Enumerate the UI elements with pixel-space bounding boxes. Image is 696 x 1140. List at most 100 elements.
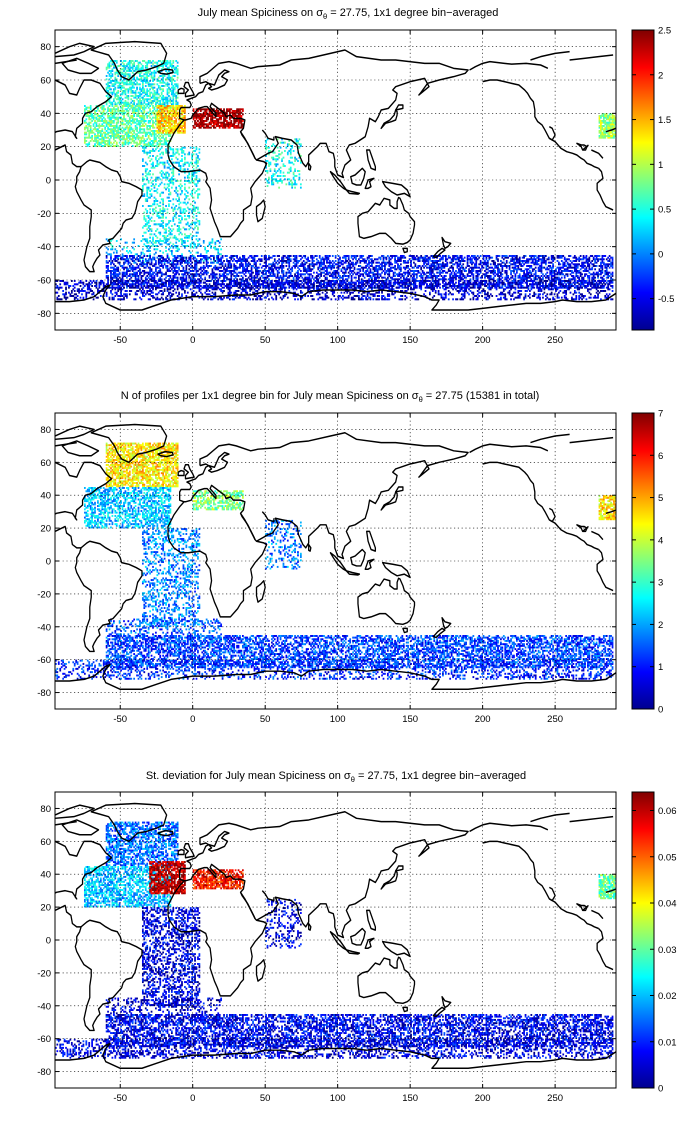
data-cell bbox=[104, 108, 106, 110]
data-cell bbox=[161, 182, 163, 184]
data-cell bbox=[146, 255, 148, 257]
data-cell bbox=[162, 225, 164, 227]
data-cell bbox=[281, 152, 283, 154]
data-cell bbox=[177, 193, 179, 195]
data-cell bbox=[196, 258, 198, 260]
data-cell bbox=[210, 258, 212, 260]
data-cell bbox=[203, 240, 205, 242]
data-cell bbox=[267, 185, 269, 187]
data-cell bbox=[185, 218, 187, 220]
data-cell bbox=[242, 277, 244, 279]
data-cell bbox=[194, 202, 196, 204]
data-cell bbox=[285, 183, 287, 185]
data-cell bbox=[178, 273, 180, 275]
spiciness-title: July mean Spiciness on σθ = 27.75, 1x1 d… bbox=[198, 7, 499, 21]
data-cell bbox=[193, 165, 195, 167]
data-cell bbox=[149, 250, 151, 252]
data-cell bbox=[156, 155, 158, 157]
data-cell bbox=[280, 167, 282, 169]
data-cell bbox=[203, 262, 205, 264]
data-cell bbox=[268, 177, 270, 179]
data-cell bbox=[268, 182, 270, 184]
data-cell bbox=[197, 232, 199, 234]
data-cell bbox=[168, 188, 170, 190]
data-cell bbox=[245, 275, 247, 277]
data-cell bbox=[261, 255, 263, 257]
data-cell bbox=[185, 228, 187, 230]
data-cell bbox=[142, 238, 144, 240]
data-cell bbox=[220, 238, 222, 240]
data-cell bbox=[300, 183, 302, 185]
data-cell bbox=[161, 240, 163, 242]
data-cell bbox=[172, 182, 174, 184]
data-cell bbox=[177, 158, 179, 160]
data-cell bbox=[133, 100, 135, 102]
data-cell bbox=[143, 178, 145, 180]
data-cell bbox=[299, 173, 301, 175]
data-cell bbox=[167, 265, 169, 267]
data-cell bbox=[175, 242, 177, 244]
data-cell bbox=[101, 128, 103, 130]
data-cell bbox=[178, 153, 180, 155]
data-cell bbox=[155, 183, 157, 185]
data-cell bbox=[146, 168, 148, 170]
data-cell bbox=[188, 198, 190, 200]
data-cell bbox=[297, 160, 299, 162]
data-cell bbox=[283, 157, 285, 159]
data-cell bbox=[159, 250, 161, 252]
data-cell bbox=[177, 190, 179, 192]
data-cell bbox=[133, 248, 135, 250]
data-cell bbox=[136, 87, 138, 89]
data-cell bbox=[284, 150, 286, 152]
data-cell bbox=[155, 207, 157, 209]
data-cell bbox=[114, 87, 116, 89]
data-cell bbox=[184, 115, 186, 117]
data-cell bbox=[177, 277, 179, 279]
data-cell bbox=[159, 232, 161, 234]
data-cell bbox=[300, 187, 302, 189]
data-cell bbox=[154, 220, 156, 222]
data-cell bbox=[175, 238, 177, 240]
data-cell bbox=[184, 157, 186, 159]
data-cell bbox=[284, 142, 286, 144]
data-cell bbox=[151, 268, 153, 270]
data-cell bbox=[162, 198, 164, 200]
data-cell bbox=[210, 265, 212, 267]
data-cell bbox=[294, 168, 296, 170]
data-cell bbox=[133, 87, 135, 89]
data-cell bbox=[133, 255, 135, 257]
data-cell bbox=[159, 268, 161, 270]
data-cell bbox=[154, 127, 156, 129]
data-cell bbox=[142, 235, 144, 237]
data-cell bbox=[290, 258, 292, 260]
data-cell bbox=[190, 233, 192, 235]
data-cell bbox=[116, 250, 118, 252]
data-cell bbox=[161, 157, 163, 159]
data-cell bbox=[172, 203, 174, 205]
data-cell bbox=[133, 238, 135, 240]
data-cell bbox=[139, 83, 141, 85]
data-cell bbox=[193, 168, 195, 170]
data-cell bbox=[142, 158, 144, 160]
data-cell bbox=[149, 170, 151, 172]
data-cell bbox=[284, 165, 286, 167]
data-cell bbox=[223, 260, 225, 262]
data-cell bbox=[270, 162, 272, 164]
data-cell bbox=[178, 225, 180, 227]
data-cell bbox=[117, 267, 119, 269]
data-cell bbox=[165, 205, 167, 207]
data-cell bbox=[238, 275, 240, 277]
data-cell bbox=[156, 228, 158, 230]
data-cell bbox=[177, 148, 179, 150]
data-cell bbox=[167, 255, 169, 257]
data-cell bbox=[146, 210, 148, 212]
data-cell bbox=[280, 175, 282, 177]
data-cell bbox=[197, 207, 199, 209]
data-cell bbox=[177, 97, 179, 99]
data-cell bbox=[170, 192, 172, 194]
data-cell bbox=[167, 212, 169, 214]
data-cell bbox=[274, 273, 276, 275]
data-cell bbox=[149, 225, 151, 227]
data-cell bbox=[309, 260, 311, 262]
data-cell bbox=[177, 62, 179, 64]
